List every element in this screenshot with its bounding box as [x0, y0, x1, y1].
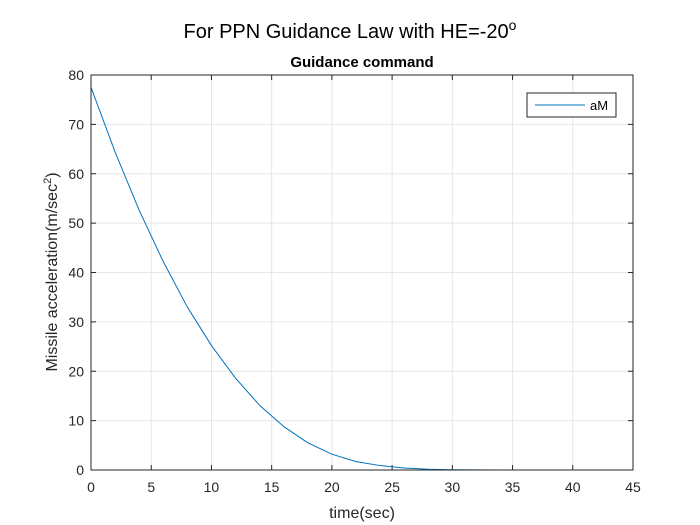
- axes-box: [90, 74, 634, 471]
- x-tick-label: 10: [204, 479, 220, 495]
- legend: aM: [526, 92, 617, 118]
- suptitle-superscript: o: [509, 17, 517, 33]
- y-tick-label: 20: [68, 363, 84, 379]
- suptitle-text: For PPN Guidance Law with HE=-20: [184, 21, 509, 43]
- y-tick-label: 0: [76, 462, 84, 478]
- x-tick-label: 0: [87, 479, 95, 495]
- x-tick-label: 15: [264, 479, 280, 495]
- axes-title: Guidance command: [290, 54, 433, 71]
- y-tick-label: 30: [68, 314, 84, 330]
- x-tick-label: 20: [324, 479, 340, 495]
- y-tick-label: 40: [68, 265, 84, 281]
- x-tick-label: 5: [147, 479, 155, 495]
- ticks: 0 5 10 15 20 25 30 35 40 45 0 10 20 30 40 50 60 70 80: [68, 67, 641, 495]
- x-axis-label: time(sec): [329, 505, 395, 522]
- y-axis-label-text: Missile acceleration(m/sec: [44, 184, 61, 372]
- x-tick-label: 35: [505, 479, 521, 495]
- y-tick-label: 80: [68, 67, 84, 83]
- x-tick-label: 40: [565, 479, 581, 495]
- y-axis-label: Missile acceleration(m/sec2): [42, 172, 61, 371]
- y-tick-label: 70: [68, 116, 84, 132]
- legend-label-am: aM: [590, 98, 608, 113]
- y-tick-label: 50: [68, 215, 84, 231]
- y-axis-label-close: ): [44, 172, 61, 177]
- x-tick-label: 45: [625, 479, 641, 495]
- figure-suptitle: For PPN Guidance Law with HE=-20o: [184, 17, 517, 43]
- x-tick-label: 30: [445, 479, 461, 495]
- y-tick-label: 10: [68, 413, 84, 429]
- x-tick-label: 25: [384, 479, 400, 495]
- y-tick-label: 60: [68, 166, 84, 182]
- y-axis-label-superscript: 2: [42, 178, 54, 184]
